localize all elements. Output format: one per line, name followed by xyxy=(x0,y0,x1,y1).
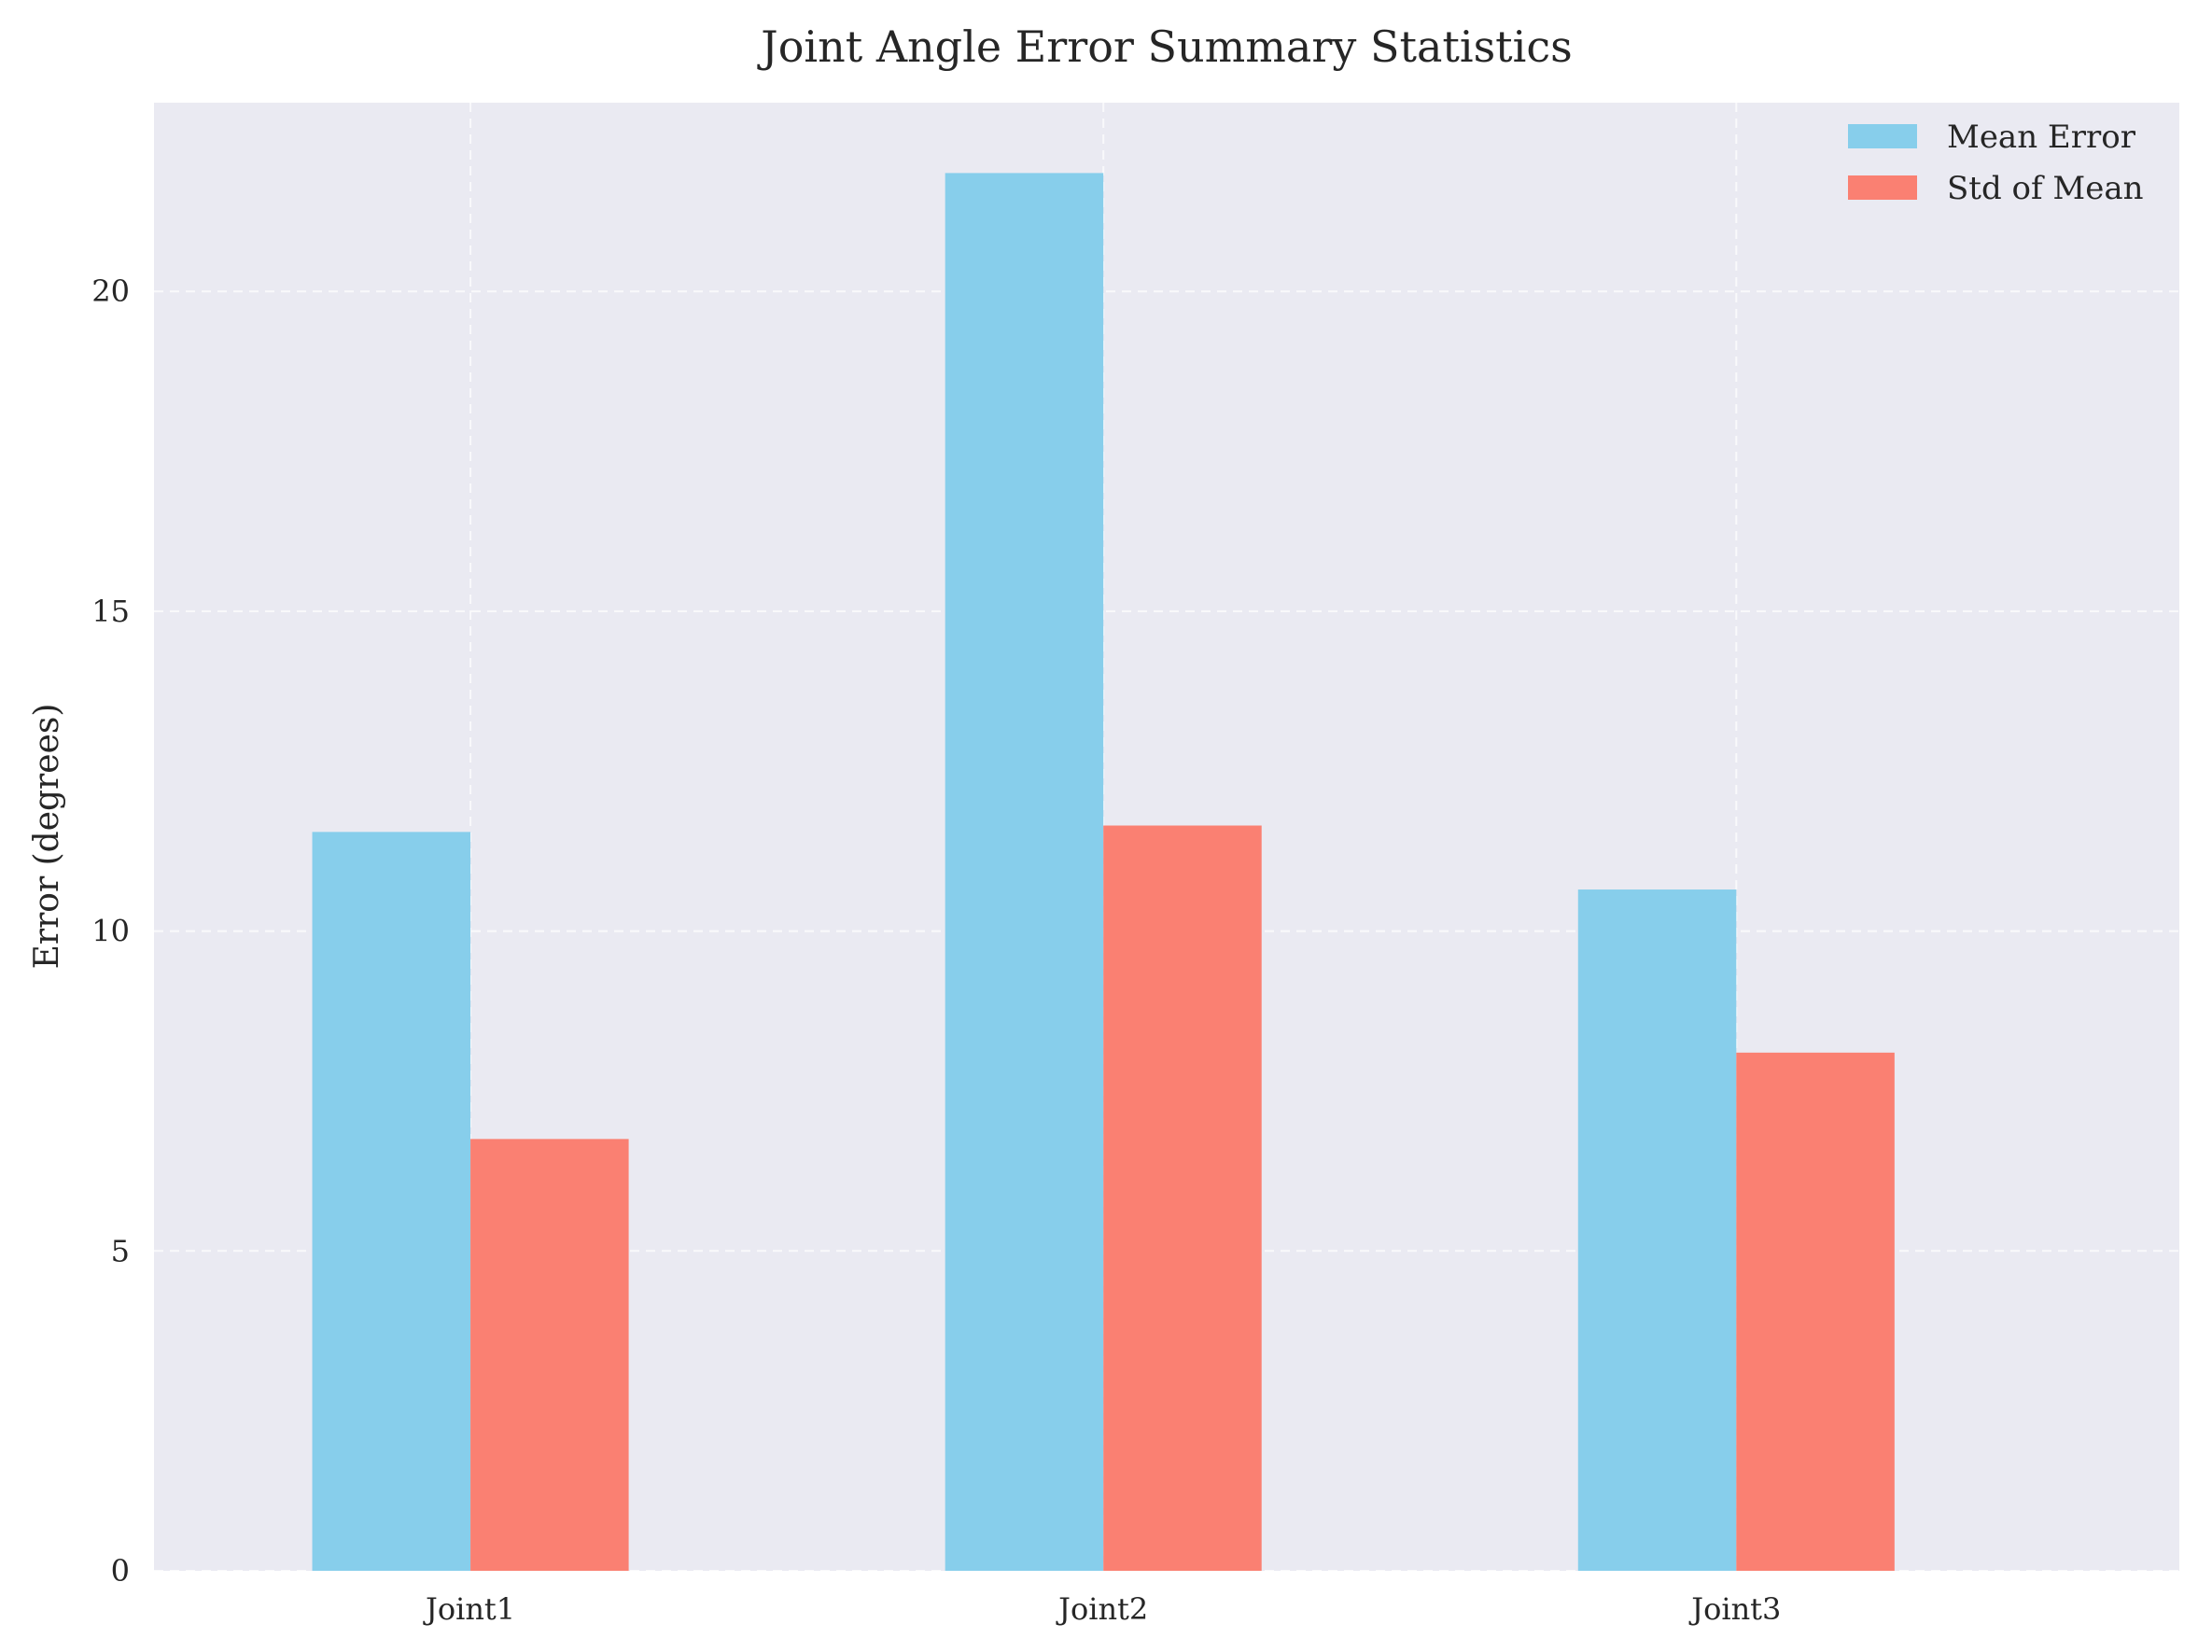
y-tick-label: 5 xyxy=(111,1233,130,1268)
bar-std-of-mean-joint2 xyxy=(1103,825,1262,1571)
y-tick-label: 0 xyxy=(111,1553,130,1589)
y-tick-label: 10 xyxy=(91,914,130,949)
legend-label: Std of Mean xyxy=(1947,170,2144,207)
y-axis-label: Error (degrees) xyxy=(28,704,66,970)
x-tick-label: Joint2 xyxy=(1056,1591,1148,1627)
y-tick-label: 15 xyxy=(91,594,130,629)
y-tick-label: 20 xyxy=(91,273,130,309)
x-axis-ticks: Joint1 Joint2 Joint3 xyxy=(423,1591,1781,1627)
bar-mean-error-joint1 xyxy=(312,832,471,1571)
x-tick-label: Joint3 xyxy=(1688,1591,1781,1627)
legend-swatch xyxy=(1848,124,1917,148)
chart-title: Joint Angle Error Summary Statistics xyxy=(757,21,1573,72)
bar-mean-error-joint2 xyxy=(945,173,1104,1572)
bar-std-of-mean-joint1 xyxy=(470,1139,629,1571)
legend-label: Mean Error xyxy=(1947,119,2136,156)
legend: Mean Error Std of Mean xyxy=(1848,119,2144,207)
bars xyxy=(312,173,1895,1572)
legend-swatch xyxy=(1848,175,1917,200)
x-tick-label: Joint1 xyxy=(423,1591,515,1627)
y-axis-ticks: 0 5 10 15 20 xyxy=(91,273,130,1589)
bar-mean-error-joint3 xyxy=(1577,889,1737,1571)
bar-std-of-mean-joint3 xyxy=(1736,1052,1895,1571)
